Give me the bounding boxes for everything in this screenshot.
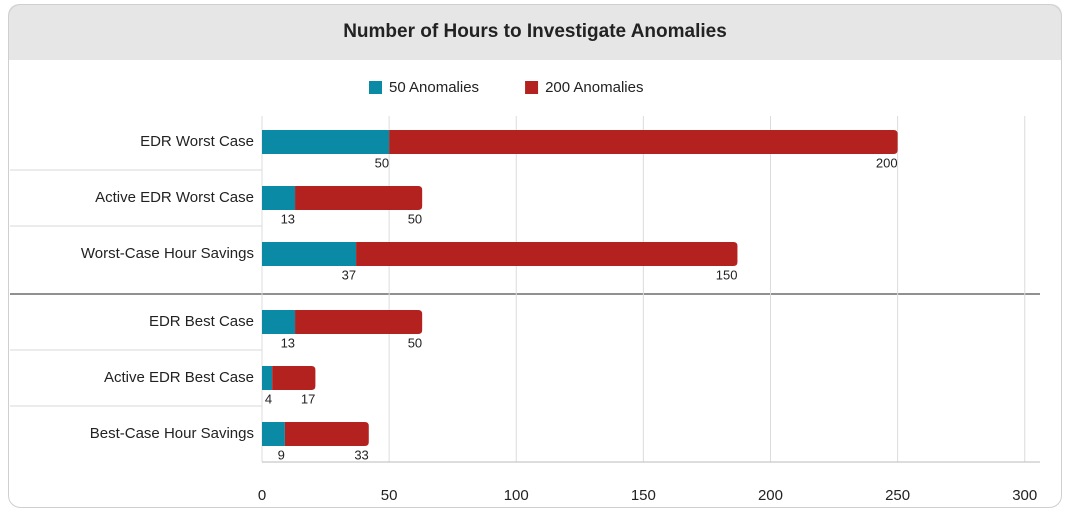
data-label: 13 [281,335,295,350]
frame [8,4,1062,508]
x-tick-label: 0 [258,487,266,504]
bar-segment [262,310,296,334]
data-label: 200 [876,155,898,170]
x-tick-label: 150 [631,487,656,504]
x-tick-label: 50 [381,487,398,504]
bar-segment [262,186,296,210]
y-tick-label: Best-Case Hour Savings [90,425,254,442]
y-tick-label: EDR Worst Case [140,133,254,150]
x-tick-label: 100 [504,487,529,504]
bar-segment [356,242,738,266]
data-label: 33 [354,447,368,462]
data-label: 4 [265,391,272,406]
y-tick-label: Active EDR Worst Case [95,189,254,206]
y-tick-label: EDR Best Case [149,313,254,330]
bar-segment [262,242,357,266]
bar-segment [262,366,273,390]
header-band [8,4,1062,60]
y-tick-label: Worst-Case Hour Savings [81,245,254,262]
legend-label: 50 Anomalies [389,79,479,96]
data-label: 37 [342,267,356,282]
data-label: 13 [281,211,295,226]
x-tick-label: 250 [885,487,910,504]
bar-segment [262,422,285,446]
bar-segment [295,310,423,334]
x-tick-label: 200 [758,487,783,504]
bar-segment [284,422,369,446]
data-label: 50 [408,211,422,226]
x-tick-label: 300 [1012,487,1037,504]
bar-segment [295,186,423,210]
legend-swatch [369,81,382,94]
bar-segment [262,130,390,154]
y-tick-label: Active EDR Best Case [104,369,254,386]
data-label: 50 [375,155,389,170]
chart-title: Number of Hours to Investigate Anomalies [343,21,727,42]
bar-segment [389,130,898,154]
legend-label: 200 Anomalies [545,79,643,96]
bar-segment [272,366,316,390]
data-label: 9 [278,447,285,462]
data-label: 150 [716,267,738,282]
data-label: 50 [408,335,422,350]
data-label: 17 [301,391,315,406]
legend-swatch [525,81,539,94]
